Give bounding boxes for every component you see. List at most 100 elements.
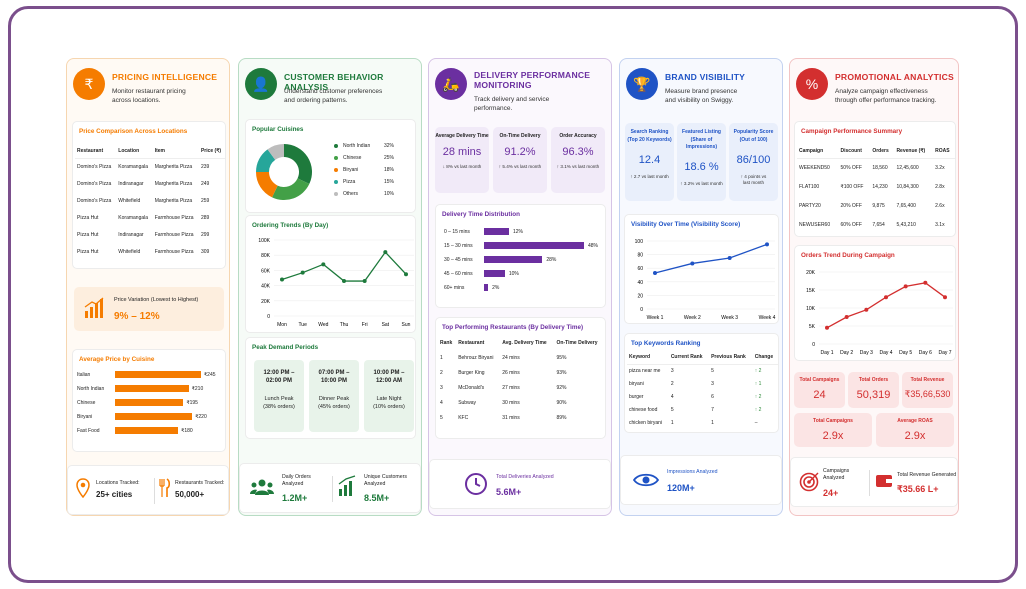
summary-title: Campaign Performance Summary [801, 128, 903, 135]
data-point [321, 262, 326, 267]
avg-price-card: Average Price by Cuisine Italian ₹245 Nort… [72, 349, 226, 452]
x-tick-label: Week 3 [721, 315, 738, 321]
price-comparison-title: Price Comparison Across Locations [79, 128, 188, 135]
price-value: ₹180 [181, 428, 193, 434]
locations-label: Locations Tracked: [96, 480, 140, 486]
promo-stat-card: Total Orders 50,319 [848, 372, 899, 408]
data-point [844, 315, 849, 319]
cuisines-donut-chart [256, 144, 312, 200]
stat-label: Total Campaigns [813, 418, 853, 424]
legend-dot [334, 192, 338, 196]
kpi-change-2: last month [742, 180, 765, 185]
restaurants-label: Restaurants Tracked: [175, 480, 225, 486]
location-pin-icon [76, 478, 90, 498]
price-value: ₹195 [186, 400, 198, 406]
locations-value: 25+ cities [96, 490, 133, 499]
x-tick-label: Day 2 [840, 350, 853, 356]
series-line [826, 282, 946, 329]
brand-title: BRAND VISIBILITY [665, 72, 746, 82]
data-point [342, 279, 346, 284]
legend-value: 15% [384, 179, 395, 185]
price-bar [115, 427, 179, 434]
cuisine-name: Biryani [77, 414, 93, 420]
x-tick-label: Sun [402, 322, 411, 328]
peak-time-end: 02:00 PM [265, 378, 292, 384]
y-tick-label: 20K [261, 299, 271, 305]
stat-value: 2.9x [904, 430, 926, 442]
table-row: pizza near me 3 5 ↑ 2 [629, 367, 762, 374]
top-restaurants-table: Rank Restaurant Avg. Delivery Time On-Time … [438, 336, 605, 425]
y-tick-label: 10K [806, 306, 816, 312]
discount-tag-icon: % [796, 68, 828, 100]
distribution-bar [484, 242, 584, 249]
table-row: 3 McDonald's 27 mins 92% [440, 384, 567, 391]
legend-label: Chinese [343, 155, 362, 161]
distribution-bar [484, 256, 543, 263]
data-point [362, 279, 367, 284]
stat-label: Total Campaigns [799, 377, 840, 383]
table-row: Domino's Pizza Koramangala Margherita Pizz… [77, 163, 210, 170]
y-tick-label: 0 [812, 342, 815, 348]
data-point [884, 295, 888, 300]
x-tick-label: Day 4 [879, 350, 892, 356]
delivery-kpi-card: On-Time Delivery 91.2% ↑ 5.4% vs last mont… [493, 127, 547, 193]
kpi-change: ↑ 5.4% vs last month [498, 164, 542, 169]
table-row: chinese food 5 7 ↑ 2 [629, 406, 762, 413]
price-tag-icon: ₹ [73, 68, 105, 100]
x-tick-label: Day 5 [899, 350, 912, 356]
legend-value: 18% [384, 167, 395, 173]
cuisine-name: Italian [77, 372, 91, 378]
kpi-value: 18.6 % [684, 161, 719, 173]
distribution-title: Delivery Time Distribution [442, 211, 520, 218]
series-line [281, 251, 407, 282]
table-row: Pizza Hut Whitefield Farmhouse Pizza 309 [77, 248, 210, 255]
x-tick-label: Week 4 [759, 315, 776, 321]
peak-time-end: 10:00 PM [320, 378, 347, 384]
impressions-value: 120M+ [667, 483, 695, 493]
range-label: 60+ mins [444, 285, 465, 291]
keywords-table: Keyword Current Rank Previous Rank Change p… [627, 350, 778, 429]
x-tick-label: Thu [340, 322, 349, 328]
data-point [864, 307, 869, 312]
kpi-label: Average Delivery Time [435, 133, 489, 139]
revenue-generated-label: Total Revenue Generated [897, 472, 957, 478]
x-tick-label: Day 6 [919, 350, 932, 356]
cuisine-name: Chinese [77, 400, 96, 406]
donut-slice [284, 144, 312, 184]
kpi-value: 96.3% [562, 146, 594, 158]
campaign-trend-title: Orders Trend During Campaign [801, 252, 895, 259]
kpi-value: 86/100 [736, 154, 771, 166]
campaigns-value: 24+ [823, 488, 839, 498]
peak-name: Dinner Peak [318, 396, 350, 402]
kpi-label: Order Accuracy [559, 133, 597, 139]
campaign-table: Campaign Discount Orders Revenue (₹) ROAS WE… [797, 144, 955, 234]
data-point [300, 270, 305, 275]
price-bar [115, 385, 189, 392]
kpi-label: Search Ranking [630, 129, 669, 135]
promo-footer: Campaigns Analyzed 24+ Total Revenue Gene… [790, 457, 958, 507]
legend-label: Pizza [343, 179, 356, 185]
trophy-icon: 🏆 [626, 68, 658, 100]
kpi-sublabel: (Share of Impressions) [685, 137, 718, 150]
promo-panel: % PROMOTIONAL ANALYTICS Analyze campaign… [789, 58, 959, 516]
eye-icon [633, 473, 659, 487]
y-tick-label: 0 [267, 314, 270, 320]
table-row: burger 4 6 ↑ 2 [629, 393, 762, 400]
cuisine-name: Fast Food [77, 428, 100, 434]
kpi-change: ↑ 4 points vs [740, 174, 767, 179]
legend-dot [334, 156, 338, 160]
visibility-chart: 100 80 60 40 20 0 Week 1 Week 2 Week 3 Week 4 [635, 239, 776, 321]
donut-slice [267, 144, 284, 160]
table-row: Domino's Pizza Indiranagar Margherita Pizz… [77, 180, 210, 187]
campaigns-label: Campaigns Analyzed [823, 468, 850, 481]
y-tick-label: 60 [637, 266, 643, 272]
data-point [923, 280, 928, 285]
peak-title: Peak Demand Periods [252, 344, 319, 351]
range-label: 45 – 60 mins [444, 271, 473, 277]
daily-orders-label: Daily Orders Analyzed [282, 474, 311, 487]
data-point [825, 325, 829, 330]
legend-dot [334, 180, 338, 184]
series-line [654, 243, 768, 274]
legend-value: 10% [384, 191, 395, 197]
kpi-value: 91.2% [504, 146, 536, 158]
